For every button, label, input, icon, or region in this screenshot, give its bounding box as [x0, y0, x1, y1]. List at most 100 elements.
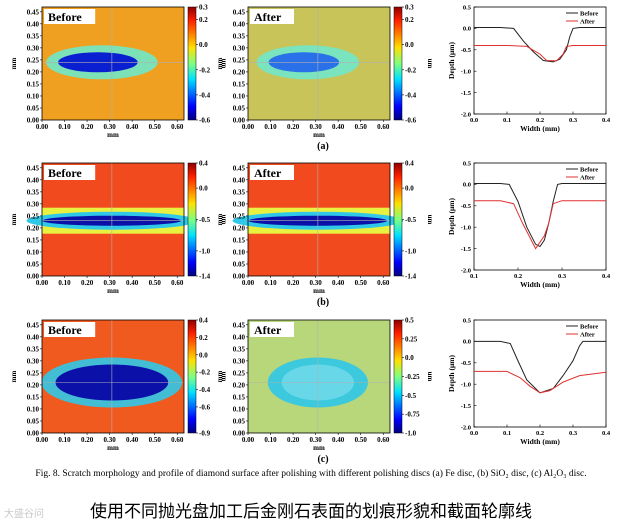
y-tick-label: 0.40	[27, 333, 40, 341]
x-tick-label: 0.50	[149, 123, 162, 131]
y-tick-label: 0.20	[27, 381, 40, 389]
profile-x-tick-label: 0.0	[470, 117, 478, 124]
y-tick-label: 0.35	[233, 188, 246, 196]
y-tick-label: 0.10	[233, 405, 246, 413]
profile-y-tick-label: 0.0	[463, 26, 471, 33]
x-tick-label: 0.50	[149, 279, 162, 287]
colorbar-tick-label: 0.2	[199, 16, 208, 24]
colorbar-tick-label: -1.0	[405, 247, 417, 255]
colorbar-tick-label: 0.4	[199, 160, 208, 168]
colorbar-tick-label: 0.0	[405, 41, 414, 49]
profile-x-tick-label: 0.1	[470, 273, 478, 280]
subfigure-label: (b)	[317, 297, 329, 308]
x-tick-label: 0.10	[264, 123, 277, 131]
colorbar-tick-label: 0.25	[405, 335, 418, 343]
x-axis-label: mm	[313, 287, 325, 295]
y-tick-label: 0.45	[233, 321, 246, 329]
height-map-1-0: Before 0.00 0.10 0.20 0.30 0.40 0.50 0.60 mm 0.45…	[10, 160, 228, 296]
x-tick-label: 0.40	[332, 436, 345, 444]
colorbar-tick-label: -0.25	[405, 373, 420, 381]
profile-y-tick-label: -2.0	[461, 111, 471, 118]
colorbar-tick-label: 0.2	[199, 334, 208, 342]
colorbar	[187, 6, 197, 121]
colorbar-tick-label: -0.4	[405, 91, 417, 99]
profile-y-tick-label: 0.0	[463, 339, 471, 346]
y-tick-label: 0.30	[27, 44, 40, 52]
colorbar	[393, 319, 403, 434]
profile-x-tick-label: 0.4	[602, 273, 611, 280]
y-tick-label: 0.10	[27, 92, 40, 100]
x-tick-label: 0.60	[377, 123, 390, 131]
profile-x-tick-label: 0.4	[602, 117, 611, 124]
height-map-1-1: After 0.00 0.10 0.20 0.30 0.40 0.50 0.60 mm 0.45 0…	[216, 160, 434, 296]
y-tick-label: 0.20	[27, 224, 40, 232]
y-tick-label: 0.10	[27, 248, 40, 256]
x-tick-label: 0.60	[377, 436, 390, 444]
profile-series-after	[474, 200, 606, 250]
map-title-box	[250, 322, 294, 337]
profile-series-after	[474, 45, 606, 62]
map-frame	[247, 162, 391, 277]
y-tick-label: 0.25	[233, 56, 246, 64]
legend-label: After	[580, 174, 595, 181]
x-tick-label: 0.00	[242, 123, 255, 131]
profile-chart-0: 0.0 0.1 0.2 0.3 0.4 Width (mm) 0.5 0.0 -0.5 -1.0 -…	[447, 4, 611, 133]
x-tick-label: 0.10	[264, 436, 277, 444]
colorbar-tick-label: 0.0	[199, 41, 208, 49]
profile-x-tick-label: 0.1	[503, 117, 511, 124]
y-tick-label: 0.40	[233, 176, 246, 184]
map-frame	[41, 319, 185, 434]
profile-y-axis-label: Depth (μm)	[447, 355, 456, 392]
colorbar-unit: um	[426, 59, 434, 69]
profile-chart-2: 0.0 0.1 0.2 0.3 0.4 Width (mm) 0.5 0.0 -0.5 -1.0 -…	[447, 317, 611, 446]
map-frame	[247, 6, 391, 121]
y-tick-label: 0.40	[233, 333, 246, 341]
x-tick-label: 0.50	[355, 123, 368, 131]
map-title-box	[250, 9, 294, 24]
y-tick-label: 0.35	[233, 32, 246, 40]
map-title: Before	[48, 10, 82, 24]
y-tick-label: 0.30	[27, 357, 40, 365]
colorbar-unit: um	[220, 372, 228, 382]
subfigure-1: Before 0.00 0.10 0.20 0.30 0.40 0.50 0.60 mm 0.45…	[10, 160, 611, 309]
y-tick-label: 0.00	[233, 273, 246, 281]
colorbar-tick-label: 0.4	[405, 160, 414, 168]
profile-x-tick-label: 0.0	[470, 430, 478, 437]
x-tick-label: 0.40	[126, 436, 139, 444]
y-axis-label: mm	[10, 214, 18, 226]
y-tick-label: 0.00	[233, 430, 246, 438]
x-tick-label: 0.40	[126, 279, 139, 287]
profile-x-tick-label: 0.1	[503, 430, 511, 437]
map-title-box	[44, 9, 96, 24]
profile-x-tick-label: 0.4	[602, 430, 611, 437]
map-title-box	[44, 322, 96, 337]
y-tick-label: 0.05	[233, 260, 246, 268]
profile-y-tick-label: -1.0	[461, 382, 471, 389]
x-tick-label: 0.60	[171, 279, 184, 287]
height-map-2-1: After 0.00 0.10 0.20 0.30 0.40 0.50 0.60 mm 0.45 0…	[216, 317, 434, 453]
x-tick-label: 0.10	[264, 279, 277, 287]
x-tick-label: 0.20	[81, 279, 94, 287]
profile-x-axis-label: Width (mm)	[520, 437, 560, 446]
x-tick-label: 0.10	[58, 436, 71, 444]
profile-x-tick-label: 0.3	[569, 117, 578, 124]
y-tick-label: 0.25	[27, 212, 40, 220]
x-axis-label: mm	[313, 131, 325, 139]
x-tick-label: 0.50	[149, 436, 162, 444]
profile-frame	[473, 319, 607, 428]
colorbar-unit: um	[426, 215, 434, 225]
x-tick-label: 0.00	[242, 279, 255, 287]
y-tick-label: 0.40	[27, 20, 40, 28]
profile-frame	[473, 6, 607, 115]
colorbar-tick-label: -1.0	[405, 430, 417, 438]
profile-y-tick-label: -1.5	[461, 403, 472, 410]
y-tick-label: 0.45	[27, 8, 40, 16]
x-tick-label: 0.30	[309, 436, 322, 444]
x-tick-label: 0.00	[36, 436, 49, 444]
y-tick-label: 0.30	[233, 200, 246, 208]
colorbar	[187, 162, 197, 277]
y-tick-label: 0.40	[233, 20, 246, 28]
x-axis-label: mm	[313, 444, 325, 452]
x-tick-label: 0.50	[355, 436, 368, 444]
y-tick-label: 0.20	[233, 381, 246, 389]
